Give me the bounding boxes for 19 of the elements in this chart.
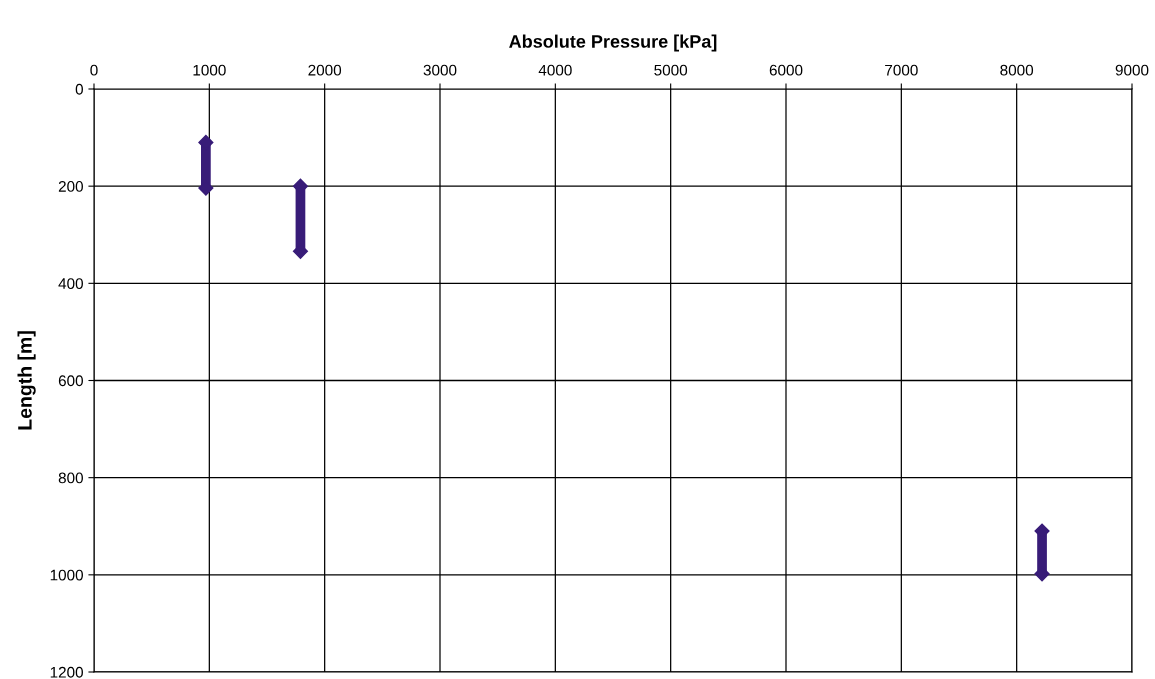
x-tick-label: 0 [90, 64, 98, 76]
y-tick-label: 0 [75, 83, 83, 95]
x-tick-label: 6000 [769, 64, 803, 76]
x-tick-label: 4000 [538, 64, 572, 76]
y-axis-title: Length [m] [17, 331, 36, 430]
y-tick-label: 1200 [50, 666, 83, 678]
x-tick-label: 9000 [1115, 64, 1149, 76]
x-tick-label: 8000 [1000, 64, 1034, 76]
y-tick-label: 1000 [50, 569, 83, 581]
y-tick-label: 600 [58, 375, 83, 387]
x-tick-label: 2000 [308, 64, 342, 76]
y-tick-label: 200 [58, 181, 83, 192]
y-tick-label: 400 [58, 278, 83, 290]
x-axis-title: Absolute Pressure [kPa] [509, 34, 717, 52]
y-tick-label: 800 [58, 472, 83, 484]
x-tick-label: 3000 [423, 64, 457, 76]
x-tick-label: 1000 [193, 64, 226, 76]
x-tick-label: 7000 [885, 64, 918, 76]
x-tick-label: 5000 [654, 64, 688, 76]
